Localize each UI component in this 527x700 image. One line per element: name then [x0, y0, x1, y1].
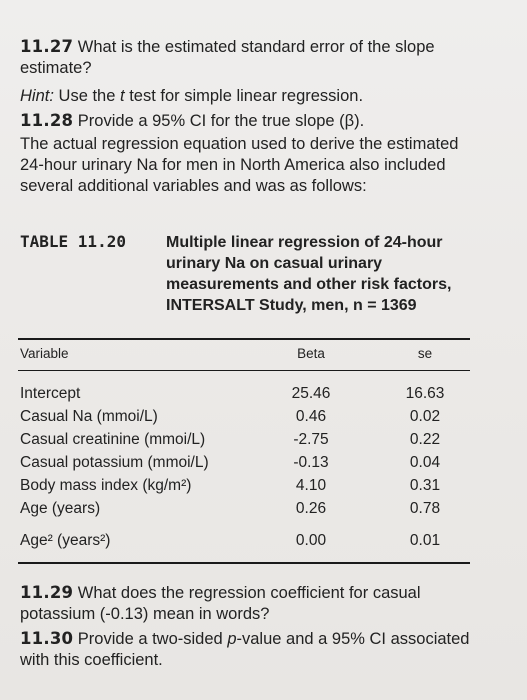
cell-beta: -0.13: [293, 454, 329, 471]
table-row: Casual creatinine (mmoi/L) -2.75 0.22: [20, 431, 470, 453]
question-text: What does the regression coefficient for…: [20, 584, 421, 623]
question-text: What is the estimated standard error of …: [20, 38, 435, 77]
cell-variable: Casual potassium (mmoi/L): [20, 454, 209, 471]
cell-beta: 0.26: [295, 500, 327, 517]
question-11-28: 11.28 Provide a 95% CI for the true slop…: [20, 110, 490, 132]
table-row: Body mass index (kg/m²) 4.10 0.31: [20, 477, 470, 499]
table-title: Multiple linear regression of 24-hour ur…: [166, 234, 452, 314]
question-number: 11.30: [20, 629, 74, 648]
cell-se: 0.04: [409, 454, 441, 471]
hint-text: Use the: [58, 87, 116, 105]
question-text-a: Provide a two-sided: [77, 630, 223, 648]
question-text-p: p: [227, 630, 237, 648]
question-11-27: 11.27 What is the estimated standard err…: [20, 36, 490, 79]
cell-variable: Age (years): [20, 500, 101, 517]
col-head-beta: Beta: [297, 346, 325, 361]
question-11-30: 11.30 Provide a two-sided p-value and a …: [20, 628, 485, 671]
question-11-29: 11.29 What does the regression coefficie…: [20, 582, 485, 625]
cell-se: 0.01: [409, 532, 441, 549]
table-row: Intercept 25.46 16.63: [20, 385, 470, 407]
cell-variable: Casual creatinine (mmoi/L): [20, 431, 206, 448]
hint-t: t: [120, 87, 125, 105]
table-row: Casual Na (mmoi/L) 0.46 0.02: [20, 408, 470, 430]
cell-beta: 4.10: [295, 477, 327, 494]
question-text: Provide a 95% CI for the true slope (β).: [77, 112, 365, 130]
table-top-rule: [18, 338, 470, 340]
cell-beta: 25.46: [291, 385, 331, 402]
table-header-rule: [18, 370, 470, 371]
cell-se: 0.78: [409, 500, 441, 517]
table-row: Age² (years²) 0.00 0.01: [20, 532, 470, 554]
cell-variable: Age² (years²): [20, 532, 111, 549]
cell-beta: 0.00: [295, 532, 327, 549]
cell-beta: 0.46: [295, 408, 327, 425]
question-text-b: -value and a 95% CI associated with this…: [20, 630, 470, 669]
cell-variable: Casual Na (mmoi/L): [20, 408, 158, 425]
cell-se: 0.31: [409, 477, 441, 494]
cell-se: 0.02: [409, 408, 441, 425]
hint-line: Hint: Use the t test for simple linear r…: [20, 86, 490, 107]
hint-rest: test for simple linear regression.: [129, 87, 364, 105]
table-row: Casual potassium (mmoi/L) -0.13 0.04: [20, 454, 470, 476]
cell-se: 0.22: [409, 431, 441, 448]
table-row: Age (years) 0.26 0.78: [20, 500, 470, 522]
col-head-variable: Variable: [20, 346, 69, 361]
col-head-se: se: [417, 346, 433, 361]
hint-label: Hint:: [20, 87, 54, 105]
cell-se: 16.63: [405, 385, 445, 402]
question-number: 11.29: [20, 583, 74, 602]
question-number: 11.28: [20, 111, 74, 130]
question-number: 11.27: [20, 37, 74, 56]
cell-variable: Body mass index (kg/m²): [20, 477, 192, 494]
table-bottom-rule: [18, 562, 470, 564]
table-label: TABLE 11.20: [20, 232, 126, 251]
cell-variable: Intercept: [20, 385, 81, 402]
cell-beta: -2.75: [293, 431, 329, 448]
intro-paragraph: The actual regression equation used to d…: [20, 135, 459, 195]
